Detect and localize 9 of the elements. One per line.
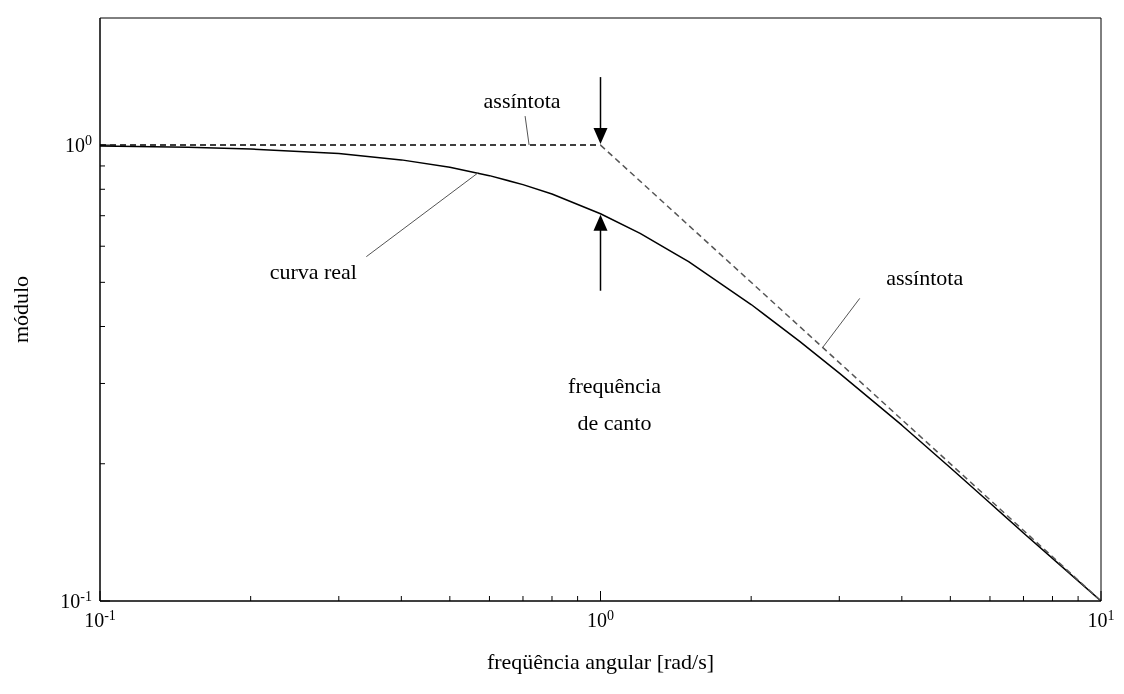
y-axis-title: módulo <box>7 275 33 344</box>
x-tick-label: 10$^{0}$ <box>587 607 614 631</box>
x-tick-label: 10$^{-1}$ <box>84 607 116 631</box>
annotation: assíntota <box>483 88 561 114</box>
x-axis-title: freqüência angular [rad/s] <box>486 648 715 674</box>
x-tick-label: 10$^{1}$ <box>1087 607 1115 631</box>
annotation: curva real <box>269 258 357 284</box>
annotation: frequência de canto <box>568 372 662 435</box>
annotation: assíntota <box>886 265 964 291</box>
